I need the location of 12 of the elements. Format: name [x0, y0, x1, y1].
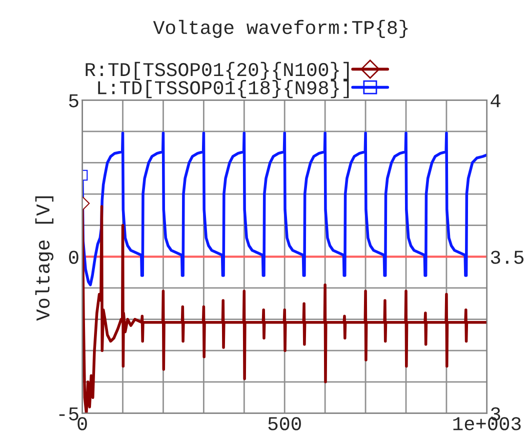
- y-tick-label: -5: [59, 407, 78, 420]
- x-tick-label: 0: [78, 417, 87, 430]
- y-axis-title: Voltage [V]: [35, 196, 54, 321]
- y-tick-label: 0: [69, 250, 78, 264]
- y2-tick-label: 3.5: [490, 250, 524, 264]
- line-series: [82, 132, 487, 286]
- legend-label: L:TD[TSSOP01{18}{N98}]: [98, 80, 349, 98]
- y2-tick-label: 4: [490, 94, 500, 108]
- x-tick-label: 500: [268, 417, 301, 430]
- chart-title: Voltage waveform:TP{8}: [153, 20, 408, 38]
- legend-label: R:TD[TSSOP01{20}{N100}]: [86, 62, 349, 80]
- y-tick-label: 5: [69, 94, 78, 108]
